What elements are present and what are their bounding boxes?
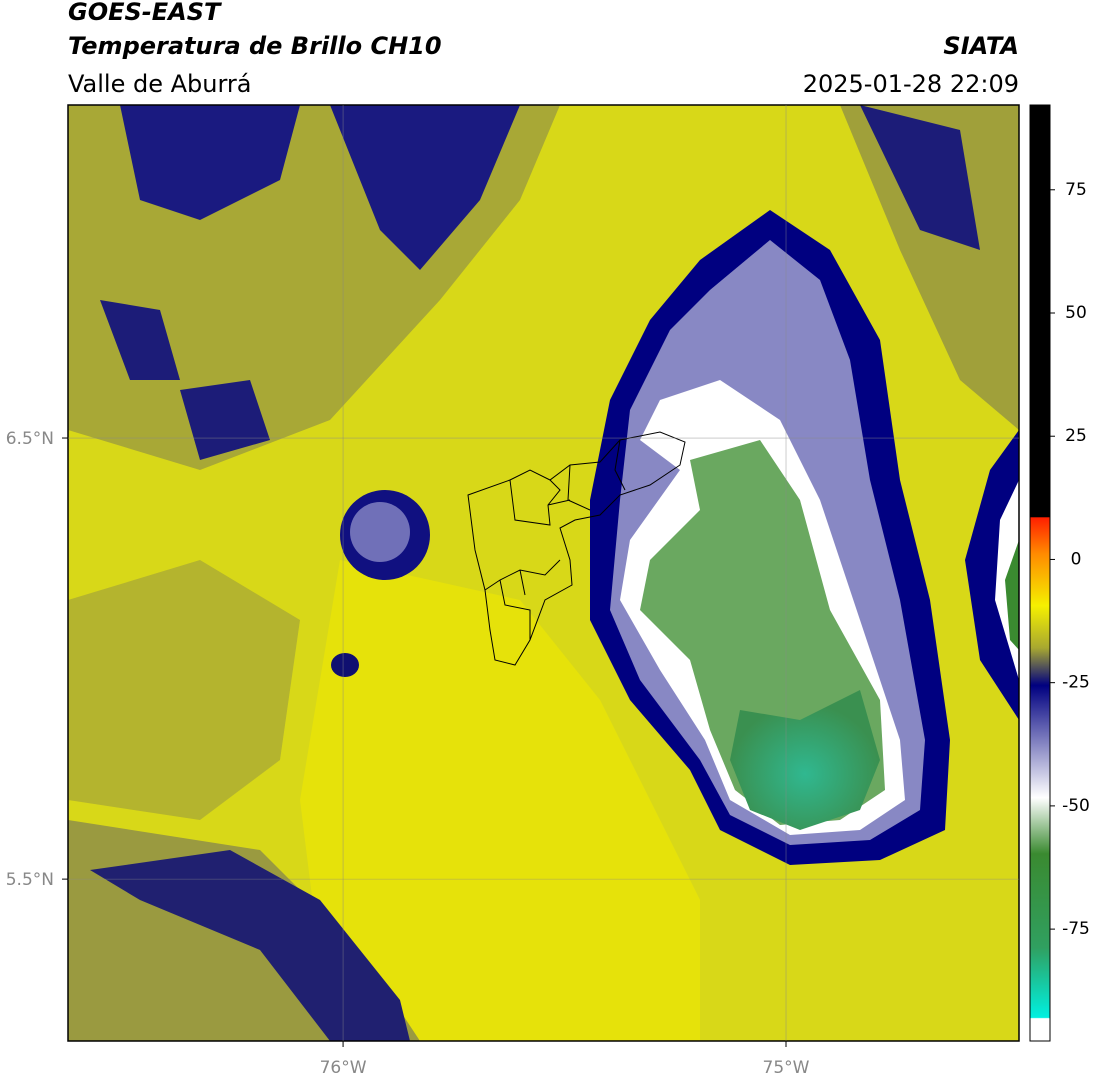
x-tick-label: 76°W [320, 1058, 367, 1078]
municipal-boundaries [467, 431, 686, 666]
colorbar-tick-label: 0 [1071, 549, 1082, 569]
colorbar [1029, 104, 1051, 1042]
x-tick-label: 75°W [763, 1058, 810, 1078]
subtitle: Temperatura de Brillo CH10 [68, 32, 442, 60]
title: GOES-EAST [68, 0, 222, 26]
colorbar-tick-label: 75 [1065, 180, 1087, 200]
colorbar-tick-label: 25 [1065, 426, 1087, 446]
map-frame [67, 104, 1020, 1042]
satellite-image [68, 105, 1019, 1041]
colorbar-tick-label: -50 [1062, 796, 1090, 816]
colorbar-tick-label: -75 [1062, 919, 1090, 939]
y-tick-label: 5.5°N [6, 870, 54, 890]
source: SIATA [943, 32, 1019, 60]
datetime: 2025-01-28 22:09 [803, 70, 1019, 98]
colorbar-tick-label: 50 [1065, 303, 1087, 323]
colorbar-tick-label: -25 [1062, 673, 1090, 693]
region: Valle de Aburrá [68, 70, 252, 98]
y-tick-label: 6.5°N [6, 429, 54, 449]
